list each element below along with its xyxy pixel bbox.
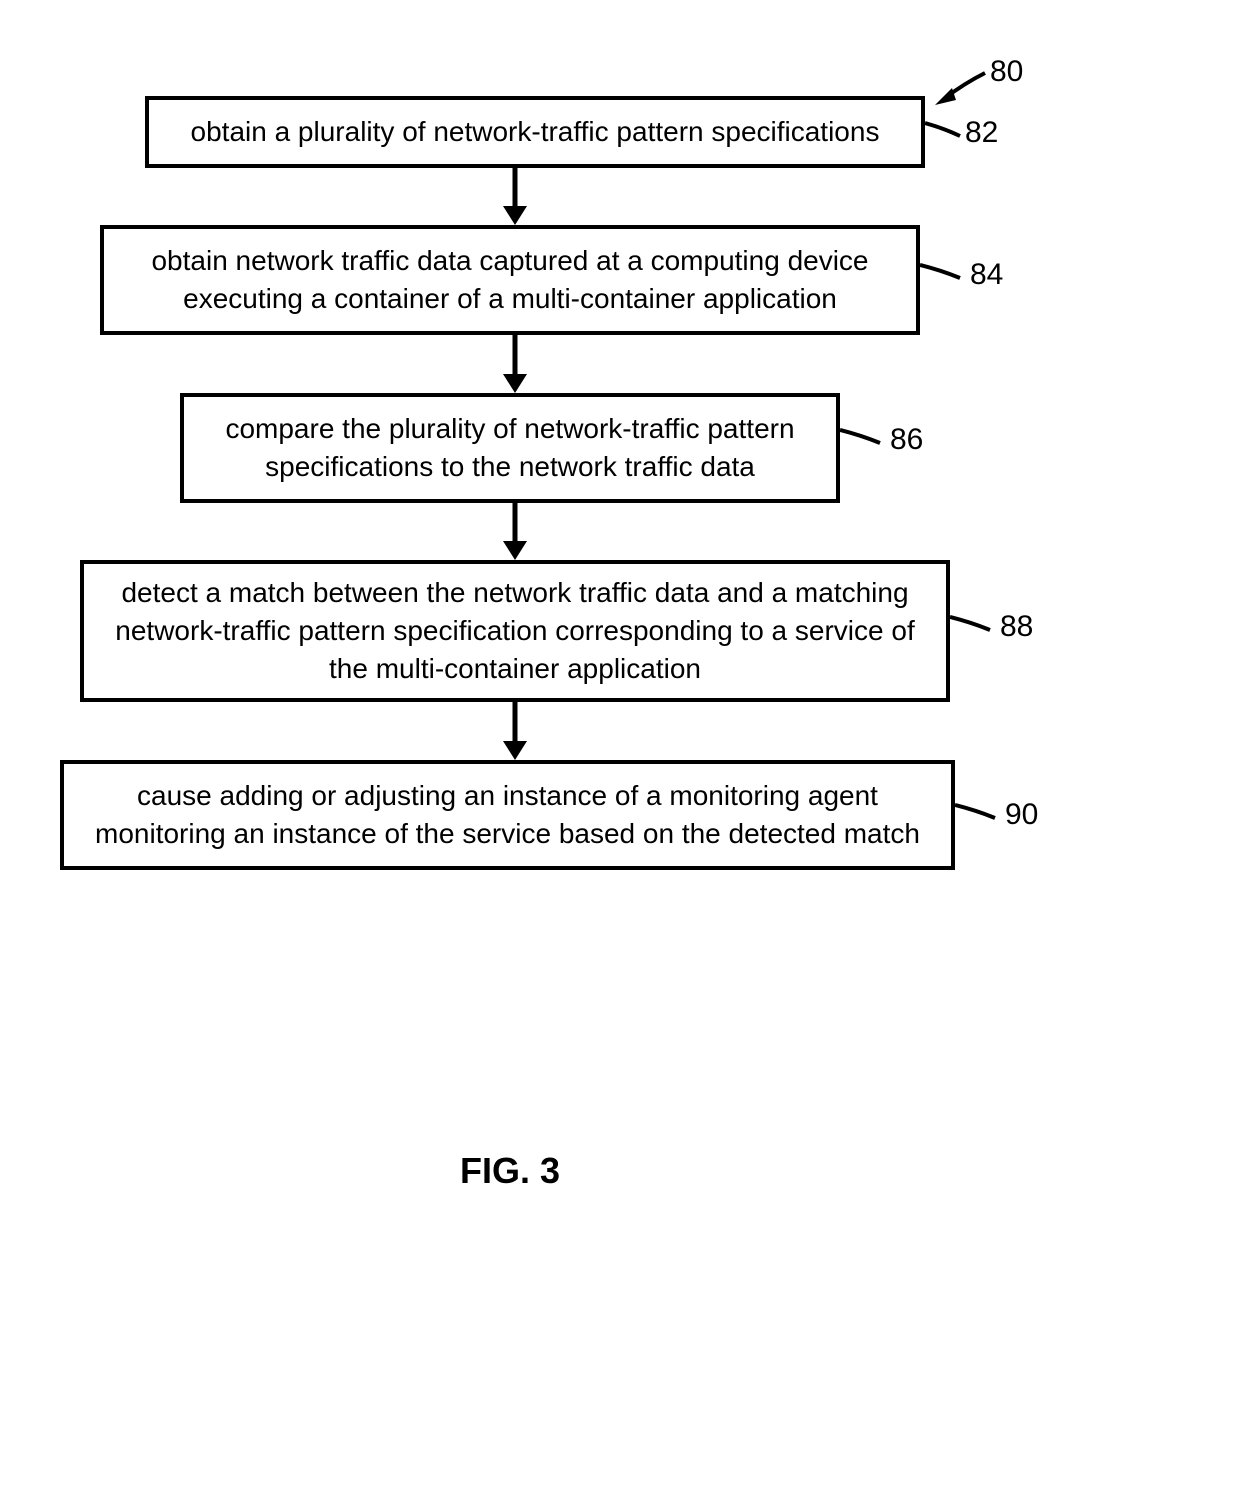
label-84: 84 (970, 258, 1003, 292)
connector-88 (950, 612, 995, 640)
label-86: 86 (890, 423, 923, 457)
figure-caption: FIG. 3 (460, 1150, 560, 1192)
step-84-text: obtain network traffic data captured at … (124, 242, 896, 318)
label-90: 90 (1005, 798, 1038, 832)
step-86-box: compare the plurality of network-traffic… (180, 393, 840, 503)
step-86-text: compare the plurality of network-traffic… (204, 410, 816, 486)
flowchart-container: obtain a plurality of network-traffic pa… (0, 0, 1240, 1504)
connector-84 (920, 260, 965, 288)
step-84-box: obtain network traffic data captured at … (100, 225, 920, 335)
step-90-text: cause adding or adjusting an instance of… (84, 777, 931, 853)
arrow-82-84 (495, 168, 535, 225)
arrow-86-88 (495, 503, 535, 560)
step-88-box: detect a match between the network traff… (80, 560, 950, 702)
label-80: 80 (990, 55, 1023, 89)
arrow-88-90 (495, 702, 535, 760)
connector-90 (955, 800, 1000, 828)
step-88-text: detect a match between the network traff… (104, 574, 926, 687)
connector-86 (840, 425, 885, 453)
step-82-text: obtain a plurality of network-traffic pa… (191, 113, 880, 151)
label-82: 82 (965, 116, 998, 150)
step-82-box: obtain a plurality of network-traffic pa… (145, 96, 925, 168)
step-90-box: cause adding or adjusting an instance of… (60, 760, 955, 870)
pointer-arrow-80 (930, 68, 990, 108)
arrow-84-86 (495, 335, 535, 393)
label-88: 88 (1000, 610, 1033, 644)
connector-82 (925, 118, 965, 148)
